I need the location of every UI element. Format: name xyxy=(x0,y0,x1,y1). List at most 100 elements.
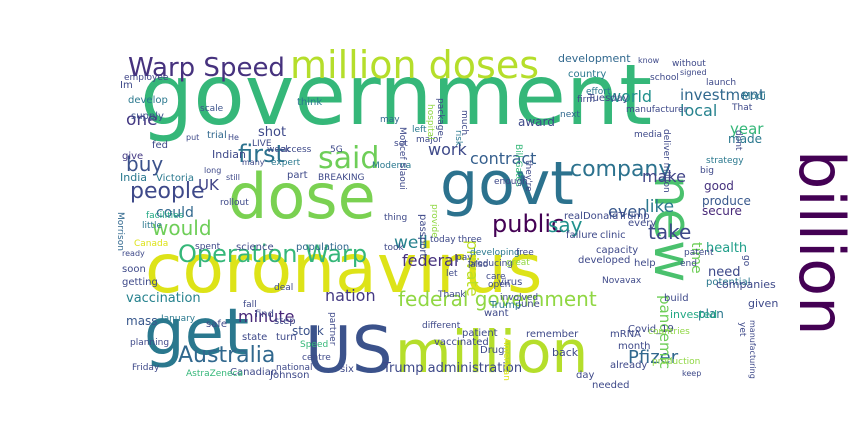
word-work: work xyxy=(428,140,467,159)
word-realdonaldtrump: realDonaldTrump xyxy=(564,211,650,222)
word-end: end xyxy=(680,259,697,269)
word-country: country xyxy=(568,69,606,80)
word-virus: virus xyxy=(498,277,522,288)
word-employee: employee xyxy=(124,73,169,83)
word-step: step xyxy=(274,316,296,327)
word-june: June xyxy=(517,299,540,310)
word-developing: developing xyxy=(470,248,520,258)
word-breaking: BREAKING xyxy=(318,173,365,183)
word-centre: centre xyxy=(302,353,331,363)
word-build: build xyxy=(664,293,689,304)
word-made: made xyxy=(728,132,762,146)
word-population: population xyxy=(296,242,349,253)
word-yet: yet xyxy=(737,322,747,337)
word-back: back xyxy=(552,346,579,359)
word-national: national xyxy=(276,363,312,373)
word-local: local xyxy=(680,101,717,120)
word-plan: plan xyxy=(698,307,724,321)
word-today: today xyxy=(430,235,456,245)
word-fall: fall xyxy=(243,300,257,310)
word-uk: UK xyxy=(198,176,220,194)
word-free: free xyxy=(516,248,534,258)
word-vaccination: vaccination xyxy=(126,291,201,306)
word-failure: failure xyxy=(566,230,598,241)
word-speed: Speed xyxy=(300,340,328,350)
word-may: may xyxy=(380,115,400,125)
word-american: American xyxy=(501,338,511,381)
word-year: year xyxy=(730,120,764,138)
word-shot: shot xyxy=(258,125,286,140)
word-investment: investment xyxy=(680,86,765,104)
word-provide: provide xyxy=(429,204,439,238)
word-know: know xyxy=(638,56,660,65)
word-without: without xyxy=(672,59,706,69)
word-covid-19: Covid_19 xyxy=(628,324,674,335)
word-contract: contract xyxy=(470,149,536,168)
word-go: go xyxy=(741,255,751,267)
word-risk: risk xyxy=(453,130,463,147)
word-rollout: rollout xyxy=(220,198,249,208)
word-live: LIVE xyxy=(252,139,272,149)
word-manufacturer: manufacturer xyxy=(626,105,688,115)
word-johnson: Johnson xyxy=(269,370,309,381)
word-5g: 5G xyxy=(330,145,343,155)
word-australia: Australia xyxy=(178,343,275,368)
word-get: get xyxy=(144,296,249,370)
word-federal: federal xyxy=(402,251,458,270)
word-say: say xyxy=(548,213,583,237)
word-dont: dont xyxy=(733,130,743,151)
word-safe: safe xyxy=(206,319,227,330)
word-invested: invested xyxy=(670,308,717,321)
word-week: week xyxy=(267,145,291,155)
word-award: award xyxy=(518,115,555,129)
word-new: new xyxy=(642,175,702,282)
word-thank: Thank xyxy=(437,290,466,300)
word-keep: keep xyxy=(682,369,701,378)
word-great: great xyxy=(506,258,530,268)
word-month: month xyxy=(618,341,650,352)
word-much: much xyxy=(459,110,469,135)
word-part: part xyxy=(287,170,308,181)
word-vaccinated: vaccinated xyxy=(434,337,489,348)
word-like: like xyxy=(645,197,674,217)
word-potential: potential xyxy=(706,277,750,288)
word-well: well xyxy=(394,233,428,253)
word-moncef-slaoui: Moncef Slaoui xyxy=(397,127,407,190)
word-clinic: clinic xyxy=(600,230,626,241)
word-stock: stock xyxy=(292,324,324,338)
word-took: took xyxy=(384,243,405,253)
word-many: many xyxy=(242,158,265,167)
word-set: set xyxy=(394,139,408,149)
word-people: people xyxy=(130,179,205,204)
word-private: private xyxy=(463,240,482,297)
word-develop: develop xyxy=(128,95,168,106)
word-every: every xyxy=(628,218,656,229)
word-still: still xyxy=(226,173,240,182)
word-deliver-million: deliver million xyxy=(661,129,671,193)
word-pandemic: pandemic xyxy=(656,295,674,369)
word-give: give xyxy=(122,151,143,162)
word-care: care xyxy=(486,272,506,282)
word-first: first xyxy=(238,140,285,168)
word-astrazeneca: AstraZeneca xyxy=(186,369,243,379)
word-victoria: Victoria xyxy=(156,173,194,184)
word-spent: spent xyxy=(195,242,221,252)
word-trial: trial xyxy=(207,130,227,141)
word-morrison: Morrison xyxy=(115,212,125,251)
word-warp-speed: Warp Speed xyxy=(128,53,285,83)
word-already: already xyxy=(610,360,647,371)
word-media: media xyxy=(634,130,662,140)
word-minute: minute xyxy=(238,307,294,326)
word-one: one xyxy=(126,110,158,130)
word-patient: patient xyxy=(462,328,498,339)
word-producing: producing xyxy=(468,259,513,269)
word-that: That xyxy=(731,103,753,113)
word-scale: scale xyxy=(200,104,224,114)
word-next: next xyxy=(560,110,580,120)
word-needed: needed xyxy=(592,380,630,391)
word-little: little xyxy=(142,221,163,231)
word-moderna: Moderna xyxy=(372,161,411,171)
word-dose: dose xyxy=(228,160,376,233)
